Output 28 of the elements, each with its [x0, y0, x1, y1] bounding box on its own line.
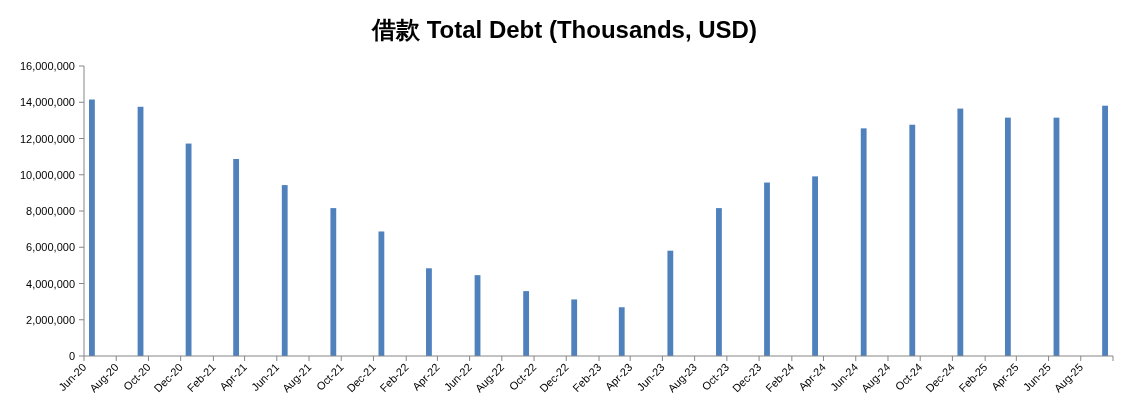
y-tick-label: 0 — [68, 350, 75, 362]
y-tick-label: 14,000,000 — [19, 96, 75, 109]
bar — [1102, 105, 1108, 356]
bar — [1004, 117, 1011, 356]
bar — [764, 182, 770, 356]
y-tick-label: 6,000,000 — [26, 241, 75, 254]
bar — [909, 124, 916, 356]
bar — [426, 268, 432, 356]
y-tick-label: 12,000,000 — [19, 132, 75, 145]
y-tick-label: 8,000,000 — [26, 205, 75, 217]
bar — [571, 299, 578, 356]
bar — [378, 231, 385, 356]
y-tick-label: 16,000,000 — [19, 60, 75, 72]
bar — [523, 291, 530, 356]
y-tick-label: 4,000,000 — [26, 277, 75, 290]
bar — [716, 208, 722, 356]
chart-title: 借款 Total Debt (Thousands, USD) — [371, 16, 757, 43]
bar — [330, 208, 337, 356]
bar — [812, 176, 818, 356]
bar — [860, 128, 867, 356]
bar — [667, 250, 674, 356]
y-tick-label: 2,000,000 — [26, 313, 75, 326]
bar — [957, 108, 964, 356]
bar — [281, 185, 288, 356]
bar — [618, 307, 625, 356]
y-tick-label: 10,000,000 — [19, 168, 75, 181]
bar — [233, 158, 240, 356]
bar — [89, 99, 95, 356]
